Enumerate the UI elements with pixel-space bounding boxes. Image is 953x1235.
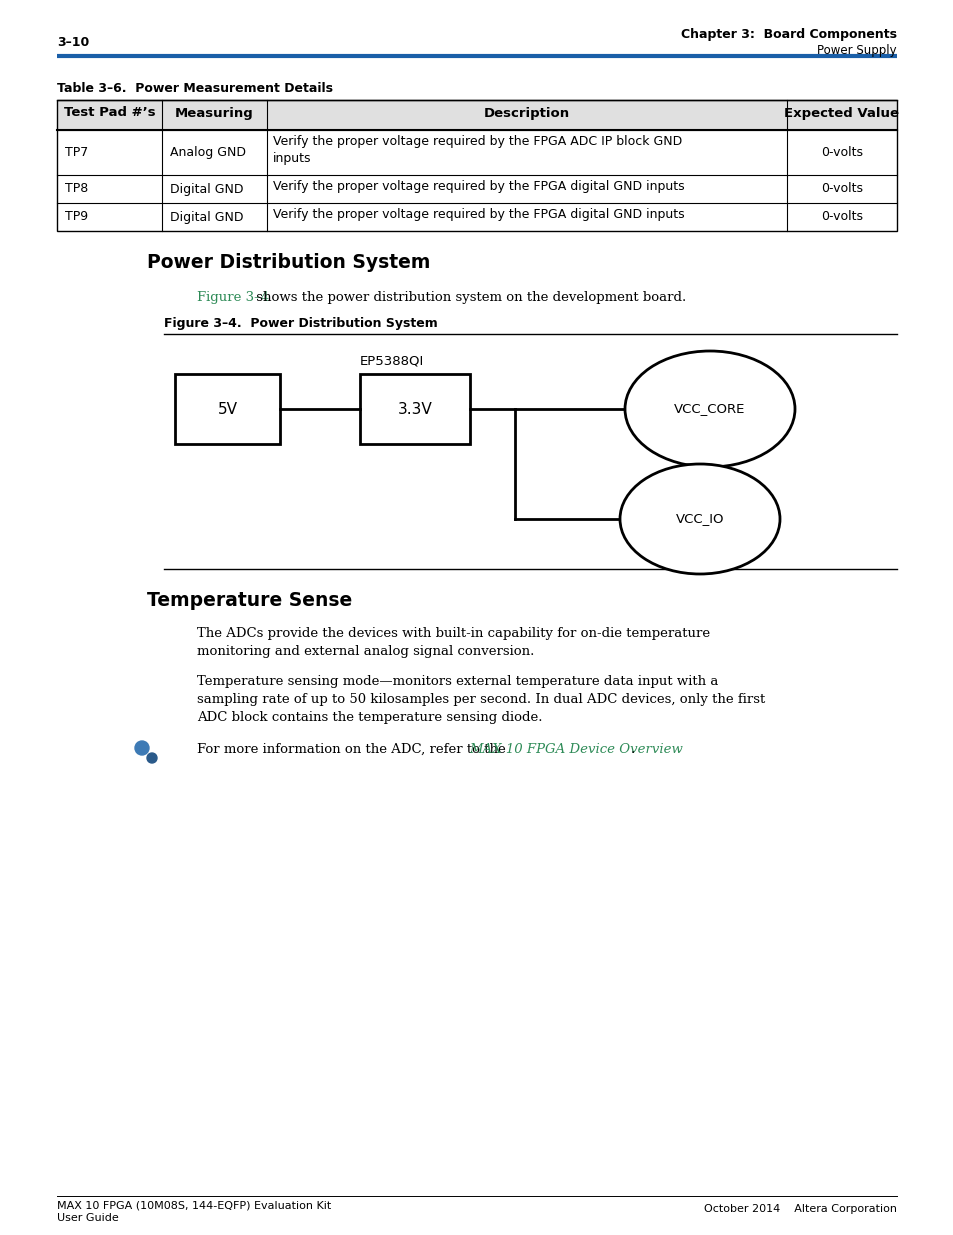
Text: Temperature Sense: Temperature Sense bbox=[147, 592, 352, 610]
Text: Test Pad #’s: Test Pad #’s bbox=[64, 106, 155, 120]
Text: 3.3V: 3.3V bbox=[397, 401, 432, 416]
Text: TP9: TP9 bbox=[65, 210, 88, 224]
Text: Chapter 3:  Board Components: Chapter 3: Board Components bbox=[680, 28, 896, 41]
Text: MAX 10 FPGA (10M08S, 144-EQFP) Evaluation Kit: MAX 10 FPGA (10M08S, 144-EQFP) Evaluatio… bbox=[57, 1200, 331, 1212]
Text: The ADCs provide the devices with built-in capability for on-die temperature
mon: The ADCs provide the devices with built-… bbox=[196, 627, 709, 658]
Text: Analog GND: Analog GND bbox=[170, 146, 246, 159]
Text: Verify the proper voltage required by the FPGA ADC IP block GND
inputs: Verify the proper voltage required by th… bbox=[273, 135, 681, 165]
Text: Description: Description bbox=[483, 106, 570, 120]
Text: User Guide: User Guide bbox=[57, 1213, 118, 1223]
Text: October 2014    Altera Corporation: October 2014 Altera Corporation bbox=[703, 1204, 896, 1214]
Text: 5V: 5V bbox=[217, 401, 237, 416]
Bar bbox=[174, 374, 280, 445]
Bar bbox=[359, 374, 470, 445]
Text: Digital GND: Digital GND bbox=[170, 183, 243, 195]
Text: Power Supply: Power Supply bbox=[817, 44, 896, 57]
Bar bbox=[57, 100, 896, 231]
Text: Temperature sensing mode—monitors external temperature data input with a
samplin: Temperature sensing mode—monitors extern… bbox=[196, 676, 764, 724]
Text: Table 3–6.  Power Measurement Details: Table 3–6. Power Measurement Details bbox=[57, 82, 333, 95]
Circle shape bbox=[147, 753, 157, 763]
Text: 0-volts: 0-volts bbox=[821, 146, 862, 159]
Text: MAX 10 FPGA Device Overview: MAX 10 FPGA Device Overview bbox=[469, 743, 682, 756]
Text: Measuring: Measuring bbox=[175, 106, 253, 120]
Text: shows the power distribution system on the development board.: shows the power distribution system on t… bbox=[252, 291, 685, 304]
Text: 0-volts: 0-volts bbox=[821, 183, 862, 195]
Circle shape bbox=[135, 741, 149, 755]
Text: 0-volts: 0-volts bbox=[821, 210, 862, 224]
Text: EP5388QI: EP5388QI bbox=[359, 354, 424, 367]
Text: Expected Value: Expected Value bbox=[783, 106, 899, 120]
Text: Figure 3–4.  Power Distribution System: Figure 3–4. Power Distribution System bbox=[164, 317, 437, 330]
Text: Power Distribution System: Power Distribution System bbox=[147, 253, 430, 272]
Text: VCC_CORE: VCC_CORE bbox=[674, 403, 745, 415]
Text: TP7: TP7 bbox=[65, 146, 89, 159]
Text: Verify the proper voltage required by the FPGA digital GND inputs: Verify the proper voltage required by th… bbox=[273, 207, 684, 221]
Bar bbox=[57, 100, 896, 130]
Ellipse shape bbox=[624, 351, 794, 467]
Text: .: . bbox=[630, 743, 635, 756]
Text: Digital GND: Digital GND bbox=[170, 210, 243, 224]
Text: TP8: TP8 bbox=[65, 183, 89, 195]
Text: Figure 3–4: Figure 3–4 bbox=[196, 291, 269, 304]
Text: 3–10: 3–10 bbox=[57, 36, 90, 49]
Text: For more information on the ADC, refer to the: For more information on the ADC, refer t… bbox=[196, 743, 510, 756]
Text: VCC_IO: VCC_IO bbox=[675, 513, 723, 526]
Text: Verify the proper voltage required by the FPGA digital GND inputs: Verify the proper voltage required by th… bbox=[273, 180, 684, 193]
Ellipse shape bbox=[619, 464, 780, 574]
